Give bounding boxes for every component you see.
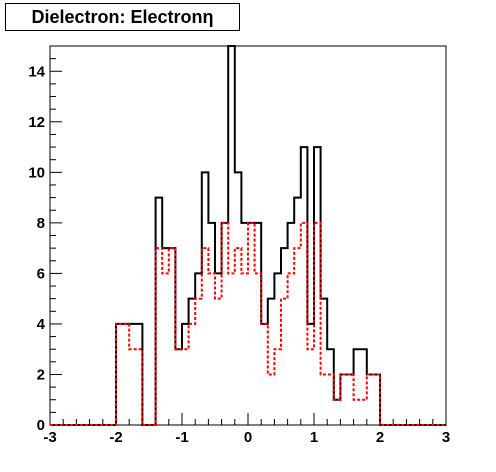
x-tick-label: 2	[376, 429, 384, 446]
x-tick-label: -2	[109, 429, 122, 446]
y-tick-label: 4	[37, 316, 46, 333]
series-line-red-dashed	[50, 221, 446, 426]
y-tick-label: 14	[28, 63, 45, 80]
x-tick-label: -3	[43, 429, 56, 446]
y-tick-label: 0	[37, 417, 45, 434]
series-layer	[50, 45, 446, 426]
y-tick-label: 2	[37, 366, 45, 383]
y-tick-label: 8	[37, 215, 45, 232]
x-tick-label: 3	[442, 429, 450, 446]
y-tick-label: 10	[28, 164, 45, 181]
x-tick-label: 1	[310, 429, 318, 446]
x-tick-label: 0	[244, 429, 252, 446]
y-tick-label: 12	[28, 114, 45, 131]
chart-title: Dielectron: Electronη	[5, 3, 240, 31]
y-tick-label: 6	[37, 265, 45, 282]
x-tick-label: -1	[175, 429, 188, 446]
